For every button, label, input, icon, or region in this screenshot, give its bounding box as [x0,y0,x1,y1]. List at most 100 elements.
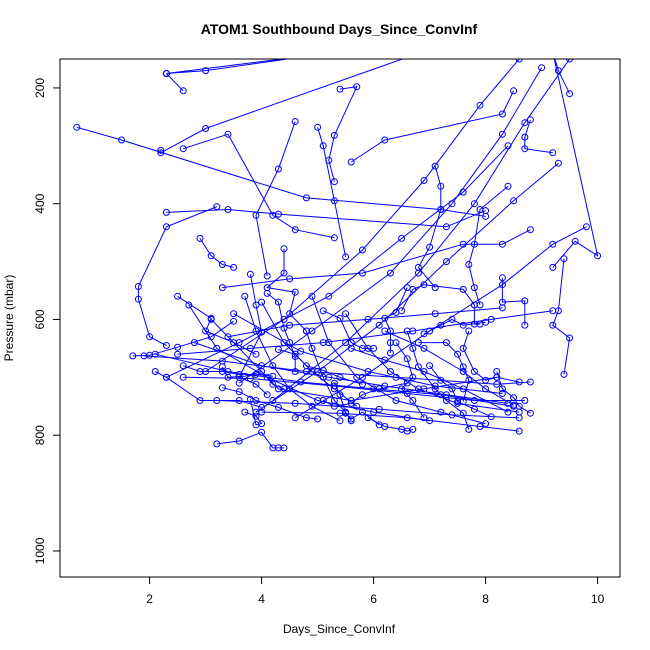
data-point [403,355,411,363]
data-point [224,206,232,213]
data-point [381,382,389,390]
series-line [496,371,531,414]
series-63 [151,350,518,410]
data-point [140,352,148,360]
series-60 [342,310,523,416]
data-point [526,226,534,234]
series-43 [218,384,322,423]
data-point [370,408,378,416]
data-point [521,133,529,141]
data-point [465,327,473,335]
series-line [216,431,284,449]
data-point [403,390,411,397]
series-line [418,342,470,402]
data-point [420,344,428,352]
data-point [510,87,518,95]
data-point [207,252,215,260]
chart-title: ATOM1 Southbound Days_Since_ConvInf [201,21,478,37]
data-point [218,284,226,292]
data-point [386,368,394,375]
data-point [202,327,210,335]
data-point [274,210,282,218]
data-point [431,162,439,170]
data-point [162,373,170,381]
data-point [409,373,417,381]
data-point [258,420,266,428]
data-point [258,298,266,306]
data-point [218,357,226,365]
data-point [442,223,450,231]
data-point [414,385,422,393]
data-point [454,350,462,358]
y-tick-label: 600 [33,309,47,329]
series-line [317,127,347,257]
series-27 [263,245,310,335]
data-point [213,344,221,352]
data-point [437,206,445,213]
data-point [336,85,344,93]
data-point [330,234,338,242]
data-point [280,269,288,277]
data-point [465,376,473,384]
series-line [322,382,408,407]
data-point [426,417,434,425]
data-point [280,339,288,347]
series-line [233,313,503,394]
data-point [308,368,316,375]
data-point [230,263,238,271]
data-point [459,385,467,393]
data-point [347,397,355,404]
data-point [252,350,260,358]
data-point [235,370,243,378]
data-point [258,403,266,411]
series-4 [179,130,338,242]
data-point [476,423,484,430]
series-line [227,307,503,338]
data-point [442,258,450,266]
x-tick-label: 4 [258,592,265,606]
data-point [252,408,260,416]
series-line [199,238,234,268]
data-point [409,327,417,335]
data-point [336,391,344,399]
data-point [420,177,428,184]
data-point [448,385,456,393]
data-point [381,356,389,364]
series-line [160,59,404,154]
data-point [308,402,316,410]
y-tick-label: 1000 [33,537,47,564]
data-point [274,298,282,306]
data-point [274,385,282,393]
data-point [347,344,355,352]
series-line [76,126,486,217]
series-66 [347,344,512,416]
data-point [510,197,518,205]
data-point [582,223,590,231]
data-point [515,59,523,63]
data-point [549,321,557,329]
data-point [241,408,249,416]
data-point [258,362,266,370]
data-point [409,344,417,352]
data-point [459,363,467,371]
data-point [510,402,518,410]
y-tick-label: 800 [33,425,47,445]
data-point [470,240,478,248]
data-point [554,159,562,167]
data-point [353,402,361,410]
series-12 [213,428,288,452]
data-point [342,310,350,318]
data-point [566,90,574,98]
data-point [566,334,574,342]
data-point [330,131,338,139]
series-line [143,355,531,385]
data-point [420,330,428,338]
data-point [364,368,372,375]
data-point [213,397,221,404]
data-point [431,382,439,390]
data-point [358,391,366,399]
data-point [336,409,344,417]
y-axis-label: Pressure (mbar) [2,275,16,362]
series-layer [73,59,602,452]
